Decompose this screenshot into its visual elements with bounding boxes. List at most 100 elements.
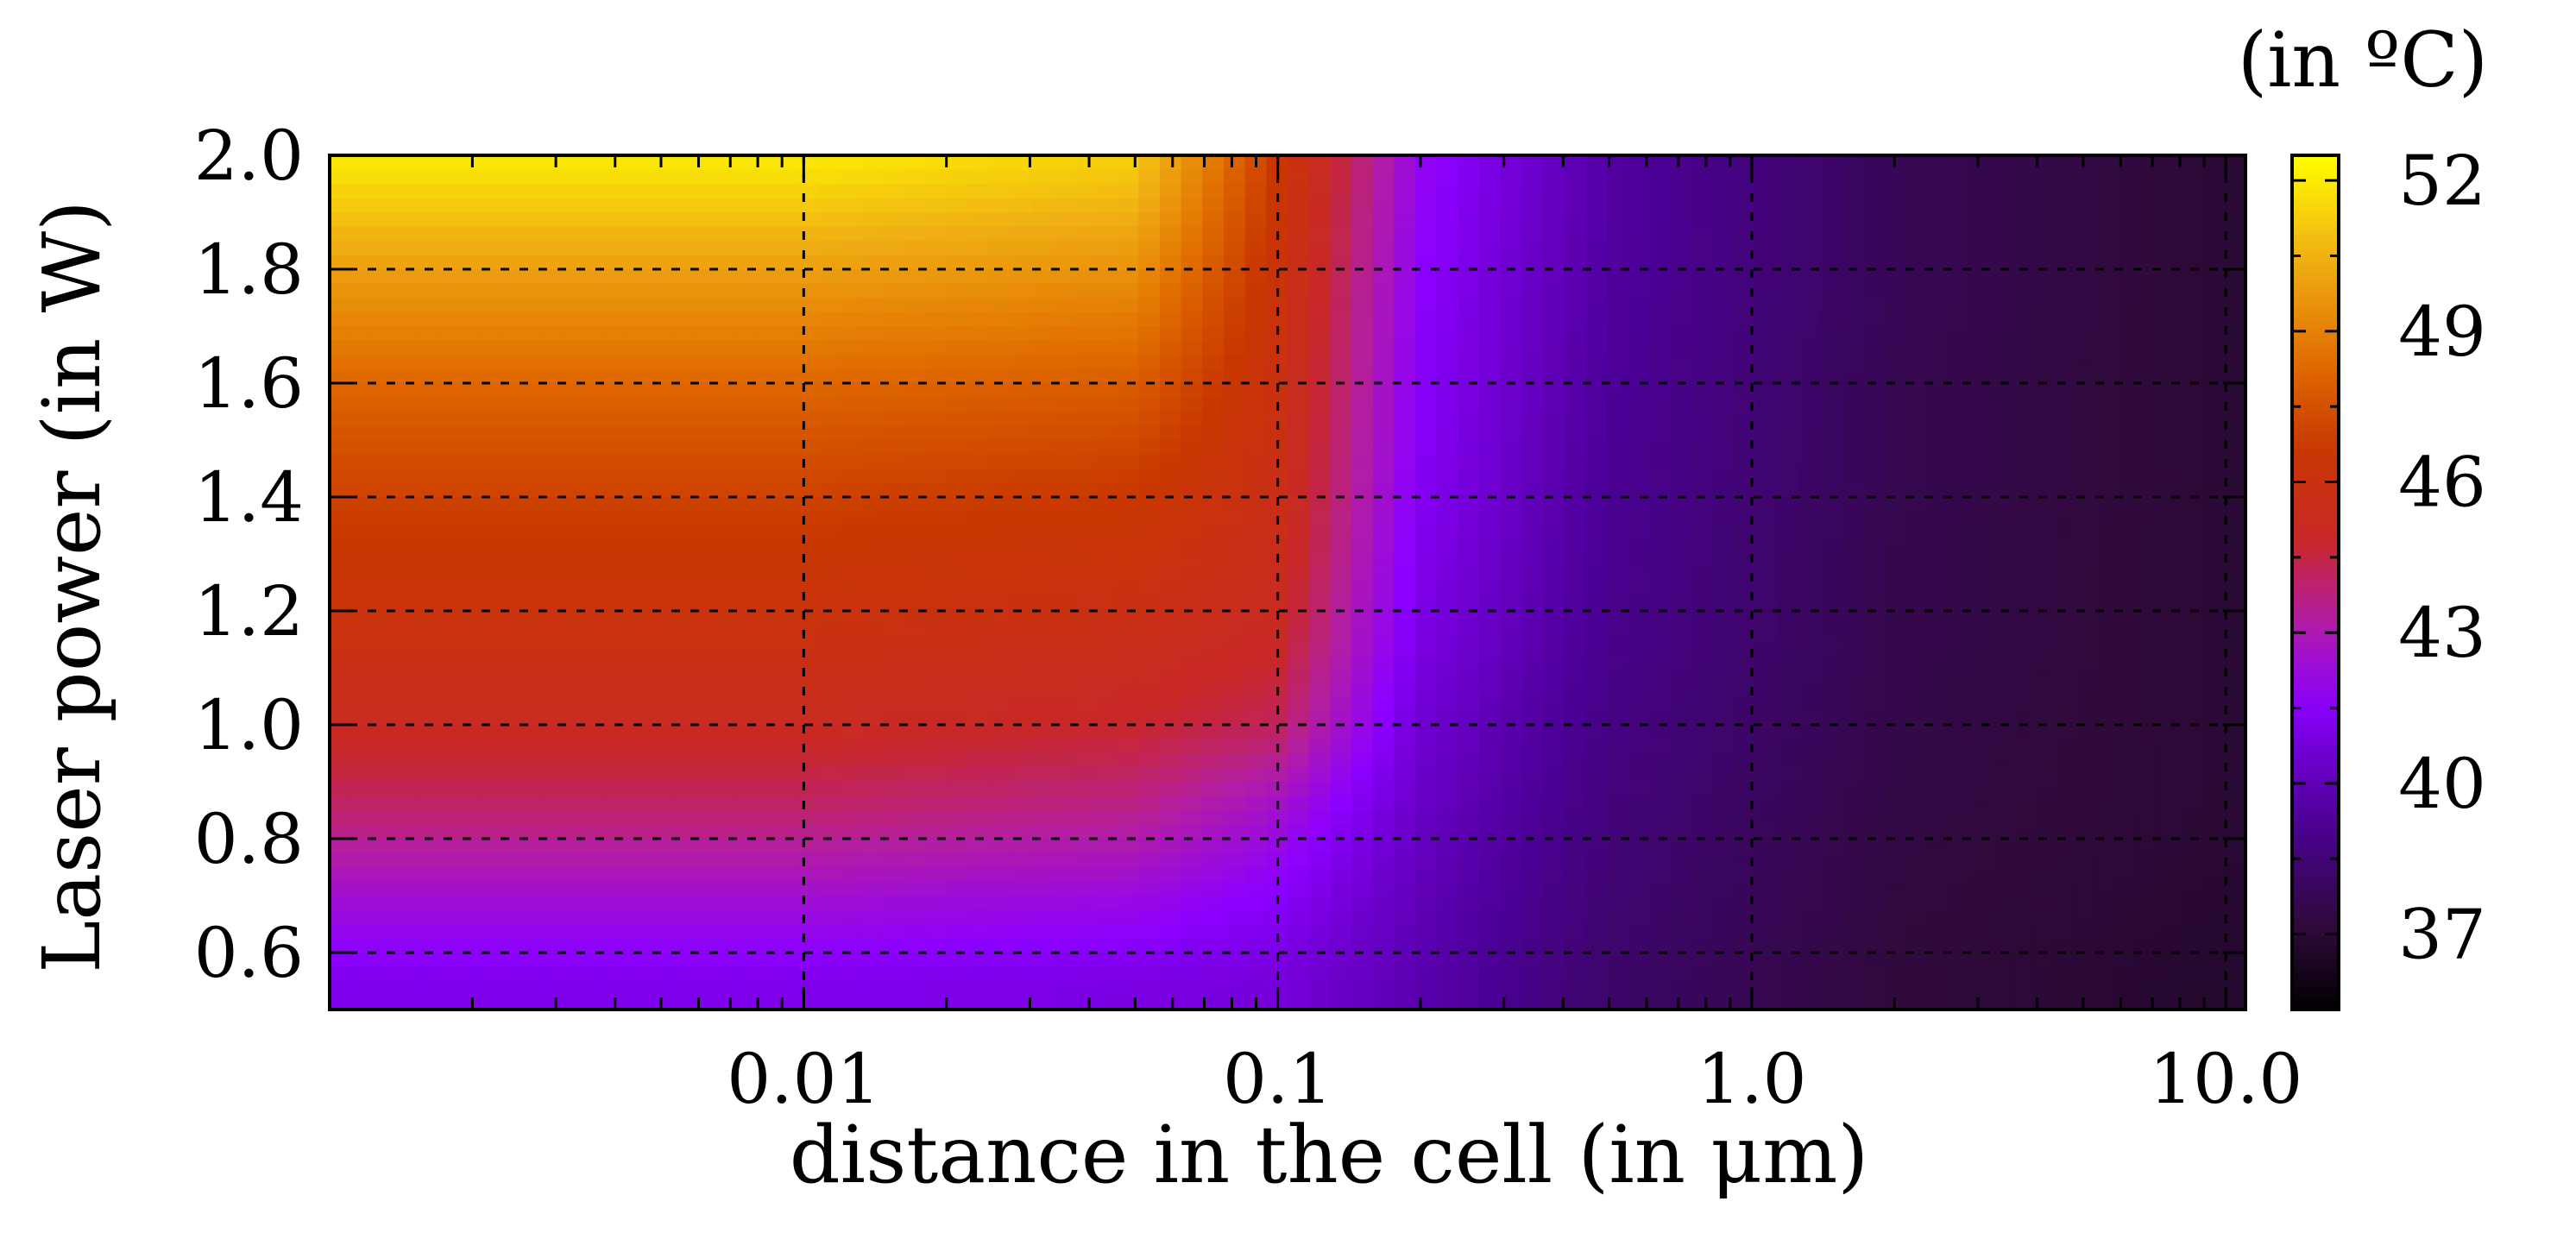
heatmap-cell bbox=[1947, 497, 1970, 513]
heatmap-cell bbox=[1458, 653, 1480, 669]
heatmap-cell bbox=[627, 497, 650, 513]
heatmap-cell bbox=[2118, 283, 2140, 299]
heatmap-cell bbox=[1968, 696, 1991, 712]
heatmap-cell bbox=[1968, 653, 1991, 669]
heatmap-cell bbox=[1798, 767, 1821, 783]
heatmap-cell bbox=[1841, 412, 1863, 427]
heatmap-cell bbox=[1628, 824, 1651, 840]
heatmap-cell bbox=[883, 867, 905, 883]
heatmap-cell bbox=[1372, 198, 1395, 213]
heatmap-cell bbox=[947, 938, 969, 953]
heatmap-cell bbox=[1011, 725, 1033, 740]
heatmap-cell bbox=[2011, 639, 2034, 655]
heatmap-cell bbox=[1032, 782, 1055, 797]
heatmap-cell bbox=[861, 753, 885, 769]
heatmap-cell bbox=[1862, 639, 1885, 655]
heatmap-cell bbox=[1308, 440, 1332, 456]
heatmap-cell bbox=[542, 340, 565, 355]
heatmap-cell bbox=[1755, 497, 1779, 513]
heatmap-cell bbox=[1671, 340, 1693, 355]
heatmap-cell bbox=[1266, 810, 1288, 826]
heatmap-cell bbox=[1649, 696, 1672, 712]
heatmap-cell bbox=[521, 668, 544, 683]
heatmap-cell bbox=[1181, 611, 1204, 626]
heatmap-cell bbox=[2032, 255, 2055, 270]
heatmap-cell bbox=[989, 298, 1012, 313]
heatmap-cell bbox=[841, 482, 863, 498]
heatmap-cell bbox=[2224, 184, 2245, 199]
heatmap-cell bbox=[330, 226, 352, 242]
heatmap-cell bbox=[478, 226, 501, 242]
heatmap-cell bbox=[372, 739, 394, 754]
heatmap-cell bbox=[904, 539, 927, 555]
heatmap-cell bbox=[1713, 184, 1735, 199]
heatmap-cell bbox=[1713, 924, 1735, 940]
heatmap-cell bbox=[947, 298, 969, 313]
heatmap-cell bbox=[2202, 924, 2226, 940]
heatmap-cell bbox=[1436, 924, 1459, 940]
heatmap-cell bbox=[585, 710, 608, 726]
heatmap-cell bbox=[1415, 497, 1438, 513]
heatmap-cell bbox=[1607, 326, 1629, 342]
heatmap-cell bbox=[1607, 482, 1629, 498]
heatmap-cell bbox=[2160, 909, 2182, 925]
heatmap-cell bbox=[521, 639, 544, 655]
heatmap-cell bbox=[1394, 340, 1416, 355]
heatmap-cell bbox=[2011, 554, 2034, 569]
heatmap-cell bbox=[1224, 596, 1246, 612]
heatmap-cell bbox=[713, 782, 735, 797]
heatmap-cell bbox=[2182, 753, 2204, 769]
heatmap-cell bbox=[1244, 852, 1268, 868]
heatmap-cell bbox=[564, 582, 586, 598]
heatmap-cell bbox=[414, 425, 438, 441]
heatmap-cell bbox=[1479, 198, 1502, 213]
heatmap-cell bbox=[1415, 454, 1438, 469]
heatmap-cell bbox=[777, 412, 799, 427]
heatmap-cell bbox=[1372, 355, 1395, 370]
heatmap-cell bbox=[1458, 298, 1480, 313]
heatmap-cell bbox=[564, 611, 586, 626]
heatmap-cell bbox=[1819, 412, 1842, 427]
heatmap-cell bbox=[2032, 298, 2055, 313]
heatmap-cell bbox=[734, 810, 757, 826]
heatmap-cell bbox=[1224, 255, 1246, 270]
heatmap-cell bbox=[1585, 852, 1608, 868]
heatmap-cell bbox=[904, 397, 927, 412]
heatmap-cell bbox=[1244, 739, 1268, 754]
heatmap-cell bbox=[1968, 340, 1991, 355]
heatmap-cell bbox=[1564, 454, 1587, 469]
heatmap-cell bbox=[1990, 596, 2012, 612]
heatmap-cell bbox=[1458, 511, 1480, 526]
heatmap-cell bbox=[394, 739, 416, 754]
heatmap-cell bbox=[1394, 184, 1416, 199]
heatmap-cell bbox=[1436, 796, 1459, 811]
heatmap-cell bbox=[819, 241, 841, 256]
heatmap-cell bbox=[436, 255, 458, 270]
heatmap-cell bbox=[606, 383, 629, 399]
heatmap-cell bbox=[606, 725, 629, 740]
heatmap-cell bbox=[1160, 938, 1182, 953]
heatmap-cell bbox=[1841, 696, 1863, 712]
heatmap-cell bbox=[1330, 383, 1352, 399]
heatmap-cell bbox=[2160, 212, 2182, 228]
heatmap-cell bbox=[755, 867, 778, 883]
heatmap-cell bbox=[1564, 767, 1587, 783]
heatmap-cell bbox=[1968, 625, 1991, 640]
heatmap-cell bbox=[542, 852, 565, 868]
heatmap-cell bbox=[1138, 810, 1161, 826]
heatmap-cell bbox=[1096, 753, 1118, 769]
heatmap-cell bbox=[1713, 241, 1735, 256]
heatmap-cell bbox=[734, 511, 757, 526]
heatmap-cell bbox=[819, 226, 841, 242]
heatmap-cell bbox=[1458, 368, 1480, 384]
heatmap-cell bbox=[2054, 497, 2076, 513]
heatmap-cell bbox=[1990, 326, 2012, 342]
heatmap-cell bbox=[1351, 368, 1374, 384]
heatmap-cell bbox=[2054, 867, 2076, 883]
heatmap-cell bbox=[1053, 668, 1076, 683]
heatmap-cell bbox=[606, 852, 629, 868]
heatmap-cell bbox=[1713, 767, 1735, 783]
heatmap-cell bbox=[904, 326, 927, 342]
heatmap-cell bbox=[1585, 169, 1608, 185]
heatmap-cell bbox=[734, 412, 757, 427]
